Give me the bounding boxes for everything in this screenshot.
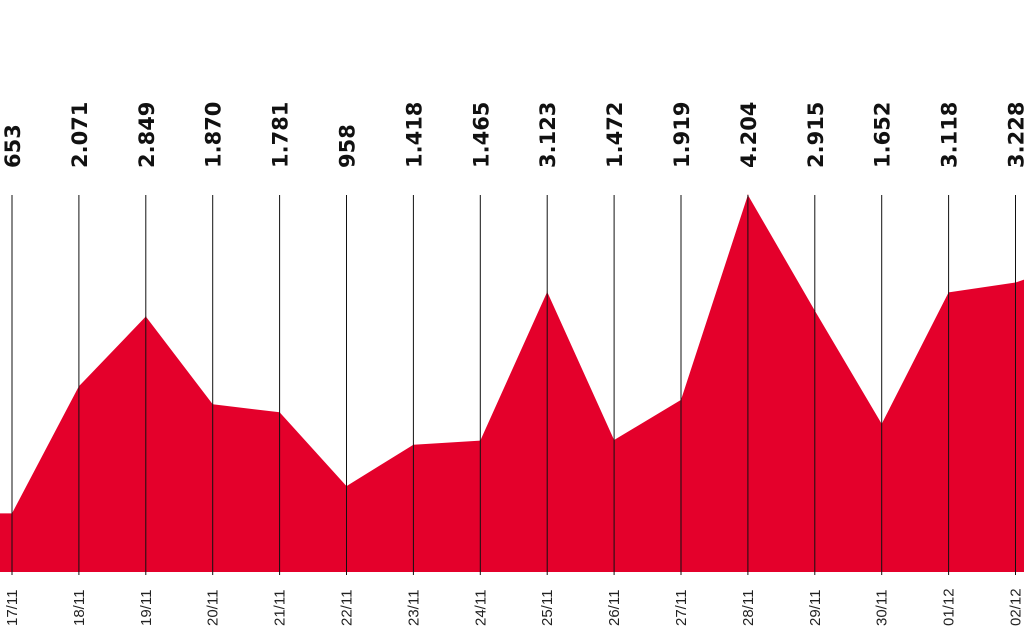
date-label-27-11: 27/11 (673, 590, 690, 626)
value-label-30-11: 1.652 (871, 102, 895, 168)
value-label-22-11: 958 (336, 124, 360, 168)
value-label-01-12: 3.118 (938, 102, 962, 168)
vertical-gridlines (11, 195, 1016, 575)
value-label-17-11: 653 (1, 124, 25, 168)
value-label-28-11: 4.204 (737, 102, 761, 168)
value-label-19-11: 2.849 (135, 102, 159, 168)
value-label-21-11: 1.781 (269, 102, 293, 168)
value-label-20-11: 1.870 (202, 102, 226, 168)
date-label-29-11: 29/11 (807, 590, 824, 626)
value-label-27-11: 1.919 (670, 102, 694, 168)
date-label-23-11: 23/11 (405, 590, 422, 626)
value-label-26-11: 1.472 (603, 102, 627, 168)
date-label-28-11: 28/11 (740, 590, 757, 626)
value-label-02-12: 3.228 (1005, 102, 1024, 168)
value-label-25-11: 3.123 (536, 102, 560, 168)
date-label-25-11: 25/11 (539, 590, 556, 626)
date-label-24-11: 24/11 (472, 590, 489, 626)
area-fill-layer (0, 194, 1024, 572)
area-series (0, 195, 1024, 572)
value-label-24-11: 1.465 (469, 102, 493, 168)
date-label-22-11: 22/11 (339, 590, 356, 626)
date-label-02-12: 02/12 (1008, 588, 1024, 626)
value-label-18-11: 2.071 (68, 102, 92, 168)
value-label-23-11: 1.418 (402, 102, 426, 168)
value-labels: 653 2.071 2.849 1.870 1.781 958 1.418 1.465 3.12… (1, 102, 1024, 168)
date-label-19-11: 19/11 (138, 590, 155, 626)
date-label-18-11: 18/11 (71, 590, 88, 626)
date-label-26-11: 26/11 (606, 590, 623, 626)
date-label-01-12: 01/12 (941, 588, 958, 626)
date-label-20-11: 20/11 (205, 590, 222, 626)
date-labels: 17/11 18/11 19/11 20/11 21/11 22/11 23/11 24/11… (4, 588, 1024, 626)
date-label-21-11: 21/11 (272, 590, 289, 626)
value-label-29-11: 2.915 (804, 102, 828, 168)
date-label-17-11: 17/11 (4, 590, 21, 626)
date-label-30-11: 30/11 (874, 590, 891, 626)
